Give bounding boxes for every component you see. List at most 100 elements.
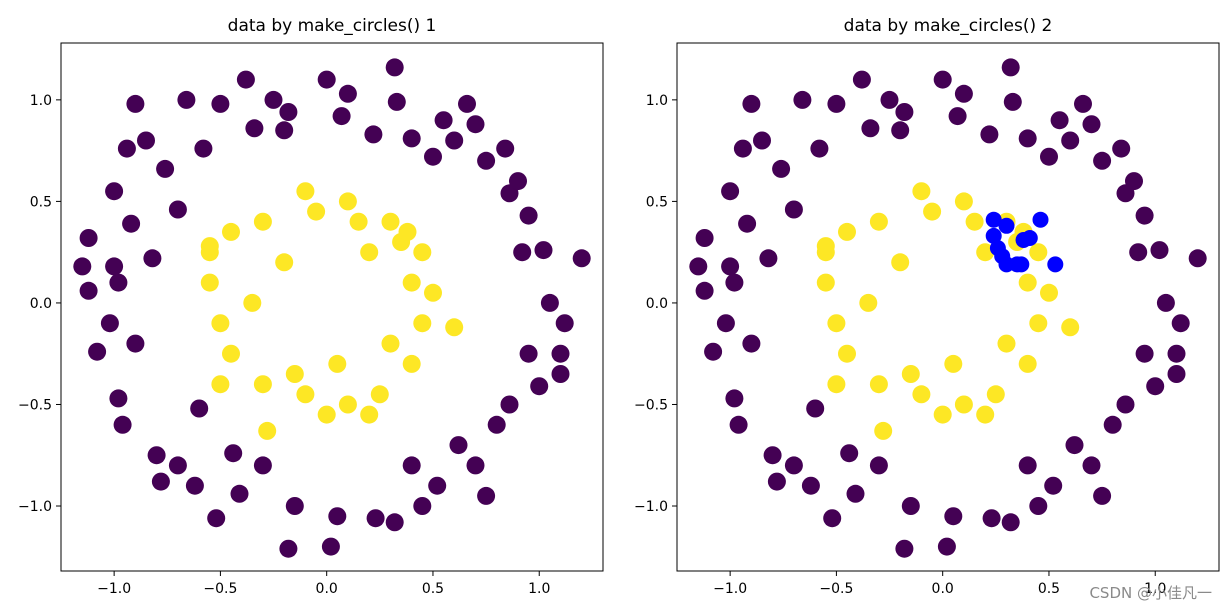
scatter-point-series-2 <box>869 375 888 394</box>
y-tick-label: −0.5 <box>18 397 52 413</box>
scatter-point-series-1 <box>279 103 298 121</box>
axes-frame <box>676 42 1220 572</box>
scatter-point-series-1 <box>753 131 771 150</box>
scatter-point-series-1 <box>738 214 757 233</box>
scatter-point-series-2 <box>954 395 973 414</box>
scatter-point-series-1 <box>364 125 383 144</box>
scatter-point-series-1 <box>88 342 107 361</box>
scatter-point-series-1 <box>434 111 453 130</box>
scatter-point-series-1 <box>534 241 553 260</box>
scatter-point-series-1 <box>801 476 820 495</box>
scatter-point-series-2 <box>258 421 277 440</box>
scatter-point-series-1 <box>1188 249 1207 268</box>
y-tick-label: 1.0 <box>30 93 52 109</box>
scatter-point-series-1 <box>980 125 999 144</box>
scatter-point-series-2 <box>933 405 952 424</box>
scatter-point-series-2 <box>275 253 294 272</box>
scatter-point-series-1 <box>105 257 124 276</box>
scatter-point-series-1 <box>79 229 98 247</box>
scatter-point-series-1 <box>793 90 812 109</box>
scatter-point-series-1 <box>500 395 519 414</box>
scatter-point-series-2 <box>965 212 984 231</box>
scatter-point-series-1 <box>253 456 272 475</box>
scatter-point-series-1 <box>402 456 421 475</box>
y-tick-label: 1.0 <box>646 93 668 109</box>
scatter-point-series-1 <box>487 415 506 434</box>
scatter-point-series-2 <box>976 405 995 424</box>
scatter-point-series-1 <box>385 58 404 77</box>
scatter-point-series-1 <box>147 446 166 465</box>
scatter-point-series-1 <box>156 159 175 178</box>
y-tick-label: 0.5 <box>646 194 668 210</box>
scatter-point-series-1 <box>861 119 880 138</box>
scatter-point-series-1 <box>716 314 735 333</box>
scatter-point-series-2 <box>997 334 1016 353</box>
scatter-point-series-1 <box>1135 206 1154 225</box>
scatter-point-series-2 <box>1061 318 1080 337</box>
y-tick-label: 0.0 <box>646 296 668 312</box>
scatter-point-series-1 <box>402 129 421 148</box>
scatter-point-series-1 <box>846 484 865 503</box>
scatter-point-series-2 <box>360 243 379 262</box>
scatter-point-series-1 <box>810 139 829 158</box>
scatter-point-series-1 <box>385 513 404 532</box>
scatter-point-series-1 <box>1001 58 1020 77</box>
scatter-point-series-1 <box>540 293 559 312</box>
scatter-point-series-2 <box>328 354 347 373</box>
scatter-point-series-2 <box>874 421 893 440</box>
scatter-point-series-2 <box>413 314 432 333</box>
scatter-point-series-1 <box>1116 395 1135 414</box>
scatter-point-series-2 <box>838 344 856 363</box>
scatter-point-series-1 <box>151 472 170 491</box>
scatter-point-series-2 <box>912 182 931 201</box>
watermark: CSDN @小佳凡一 <box>1089 584 1212 602</box>
scatter-point-series-1 <box>689 257 708 276</box>
scatter-point-series-1 <box>113 415 132 434</box>
scatter-point-series-1 <box>725 273 744 292</box>
scatter-point-series-2 <box>381 212 400 231</box>
scatter-point-series-1 <box>230 484 249 503</box>
scatter-point-series-1 <box>555 314 574 333</box>
scatter-point-series-2 <box>296 385 315 404</box>
scatter-point-series-2 <box>445 318 464 337</box>
scatter-point-series-2 <box>317 405 336 424</box>
scatter-point-series-2 <box>859 293 878 312</box>
scatter-point-series-2 <box>944 354 963 373</box>
scatter-point-series-1 <box>1171 314 1190 333</box>
scatter-point-series-1 <box>285 497 304 515</box>
scatter-point-series-1 <box>733 139 752 158</box>
scatter-point-series-2 <box>1029 243 1048 262</box>
scatter-point-series-1 <box>721 182 740 201</box>
scatter-point-series-1 <box>328 507 347 526</box>
scatter-point-series-1 <box>207 509 226 528</box>
scatter-point-series-2 <box>307 202 326 221</box>
scatter-point-series-1 <box>73 257 92 276</box>
scatter-point-series-2 <box>1029 314 1048 333</box>
scatter-point-series-2 <box>253 375 272 394</box>
scatter-point-series-1 <box>109 389 128 408</box>
scatter-point-series-2 <box>338 395 357 414</box>
scatter-point-series-1 <box>458 94 476 113</box>
scatter-point-series-1 <box>759 249 778 268</box>
scatter-point-series-1 <box>137 131 155 150</box>
scatter-point-series-1 <box>772 159 791 178</box>
x-tick-label: −0.5 <box>819 581 853 597</box>
points-group <box>689 58 1207 558</box>
scatter-point-series-1 <box>117 139 136 158</box>
scatter-point-series-3 <box>1047 256 1064 273</box>
y-tick-label: 0.5 <box>30 194 52 210</box>
x-tick-label: 0.0 <box>316 581 338 597</box>
scatter-point-series-1 <box>509 172 527 191</box>
scatter-point-series-2 <box>211 314 230 333</box>
scatter-point-series-1 <box>100 314 119 333</box>
scatter-point-series-1 <box>477 151 496 170</box>
scatter-point-series-1 <box>338 84 357 103</box>
scatter-point-series-2 <box>923 202 942 221</box>
scatter-point-series-1 <box>954 84 973 103</box>
scatter-point-series-1 <box>477 486 496 505</box>
scatter-point-series-1 <box>948 107 967 126</box>
scatter-point-series-2 <box>370 385 389 404</box>
scatter-point-series-1 <box>122 214 141 233</box>
scatter-point-series-1 <box>530 377 549 396</box>
x-tick-label: 0.5 <box>1038 581 1060 597</box>
